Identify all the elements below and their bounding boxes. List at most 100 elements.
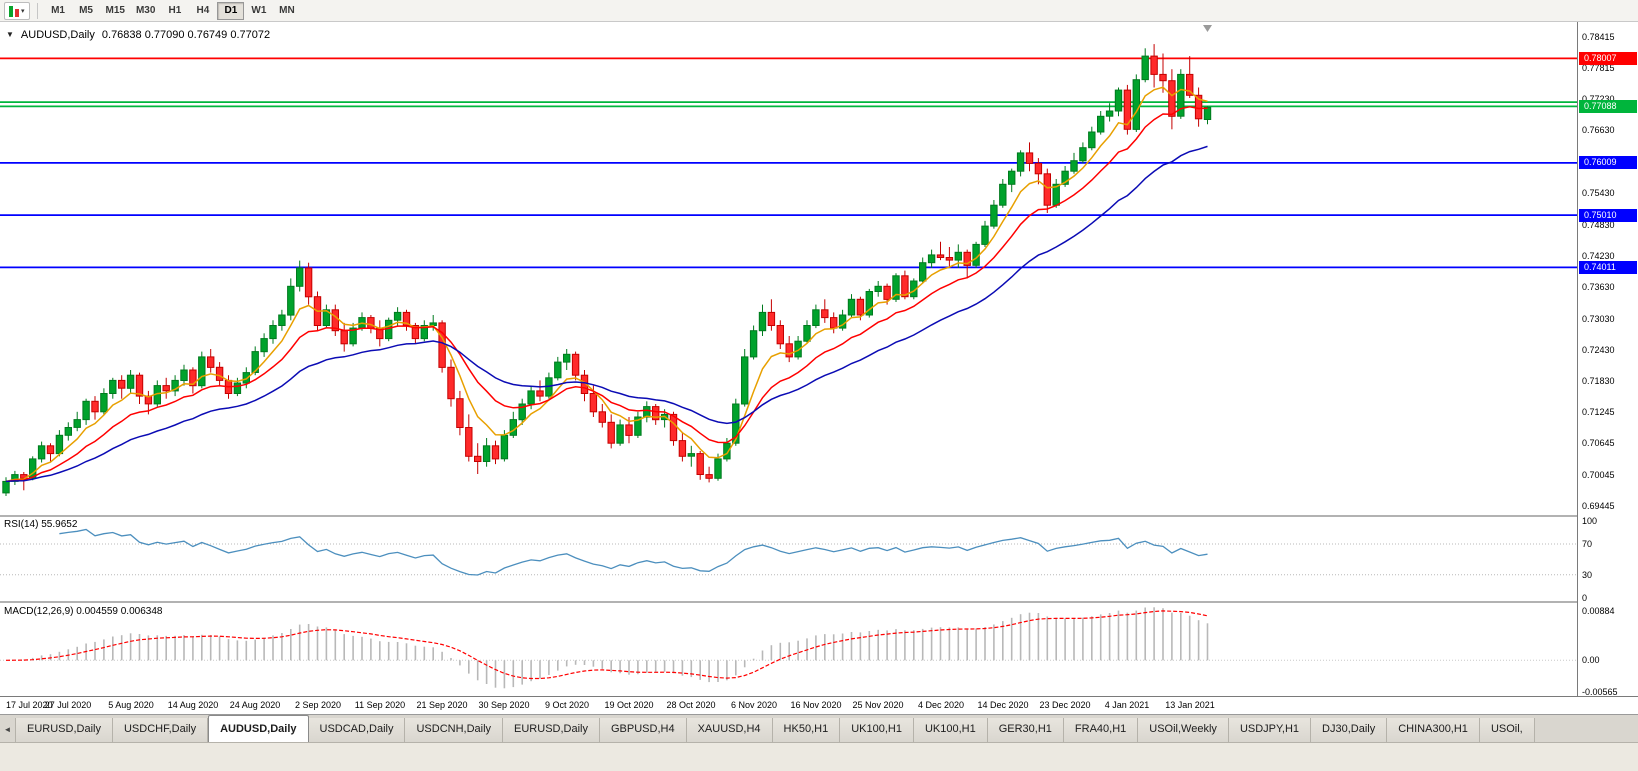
macd-panel-chart[interactable] [0, 604, 1577, 696]
chart-tab-eurusd-daily[interactable]: EURUSD,Daily [503, 718, 600, 742]
price-axis[interactable]: 0.78415 0.77815 0.77230 0.76630 0.75430 0.748… [1577, 22, 1638, 697]
pane-separator-rsi[interactable] [0, 515, 1638, 517]
date-axis-label: 25 Nov 2020 [852, 700, 904, 710]
timeframe-button-m30[interactable]: M30 [131, 2, 160, 20]
rsi-axis-label: 30 [1582, 570, 1593, 580]
mini-candle-down [15, 8, 19, 17]
moving-average-line-6 [5, 86, 1208, 483]
date-axis-label: 13 Jan 2021 [1165, 700, 1215, 710]
price-axis-label: 0.73030 [1582, 314, 1615, 324]
timeframe-buttons: M1 M5 M15 M30 H1 H4 D1 W1 MN [45, 1, 301, 20]
chart-tab-bar: ◄ EURUSD,Daily USDCHF,Daily AUDUSD,Daily US… [0, 714, 1638, 742]
moving-average-line-28 [5, 145, 1208, 483]
price-axis-label: 0.70045 [1582, 470, 1615, 480]
timeframe-button-mn[interactable]: MN [273, 2, 300, 20]
macd-indicator-label: MACD(12,26,9) 0.004559 0.006348 [4, 606, 163, 617]
chart-symbol-label: AUDUSD,Daily [20, 29, 95, 41]
date-axis-label: 28 Oct 2020 [666, 700, 716, 710]
date-axis-label: 23 Dec 2020 [1039, 700, 1091, 710]
main-price-chart[interactable] [0, 24, 1577, 515]
price-axis-label: 0.70645 [1582, 438, 1615, 448]
date-axis-label: 6 Nov 2020 [730, 700, 778, 710]
chart-tab-usoil-weekly[interactable]: USOil,Weekly [1138, 718, 1229, 742]
price-axis-label: 0.74230 [1582, 251, 1615, 261]
date-axis-label: 4 Dec 2020 [917, 700, 965, 710]
tab-scroll-left-button[interactable]: ◄ [0, 718, 16, 742]
date-axis-label: 17 Jul 2020 [6, 700, 53, 710]
moving-average-line-13 [5, 106, 1208, 483]
date-axis-label: 16 Nov 2020 [790, 700, 842, 710]
macd-signal-line [5, 610, 1208, 680]
price-badge-0.75010: 0.75010 [1579, 209, 1637, 222]
chart-tab-xauusd-h4[interactable]: XAUUSD,H4 [686, 718, 773, 742]
candles-layer [2, 44, 1212, 496]
price-axis-label: 0.72430 [1582, 345, 1615, 355]
price-axis-label: 0.69445 [1582, 501, 1615, 511]
chart-tab-fra40-h1[interactable]: FRA40,H1 [1063, 718, 1139, 742]
rsi-axis-label: 0 [1582, 593, 1588, 603]
price-axis-label: 0.77230 [1582, 94, 1615, 104]
timeframe-button-m15[interactable]: M15 [101, 2, 130, 20]
macd-axis-label: 0.00884 [1582, 606, 1615, 616]
chart-tab-audusd-daily[interactable]: AUDUSD,Daily [208, 715, 309, 742]
chart-tab-ger30-h1[interactable]: GER30,H1 [987, 718, 1064, 742]
date-axis-label: 5 Aug 2020 [108, 700, 154, 710]
timeframe-button-h1[interactable]: H1 [161, 2, 188, 20]
price-axis-label: 0.73630 [1582, 282, 1615, 292]
chart-tabs: EURUSD,Daily USDCHF,Daily AUDUSD,Daily USDC… [16, 715, 1638, 742]
price-axis-label: 0.77815 [1582, 63, 1615, 73]
macd-histogram [14, 607, 1209, 689]
chart-tab-usdcad-daily[interactable]: USDCAD,Daily [308, 718, 406, 742]
chart-tab-dj30-daily[interactable]: DJ30,Daily [1311, 718, 1388, 742]
chart-tab-china300-h1[interactable]: CHINA300,H1 [1387, 718, 1480, 742]
price-axis-label: 0.75430 [1582, 188, 1615, 198]
price-axis-label: 0.74830 [1582, 220, 1615, 230]
timeframe-button-h4[interactable]: H4 [189, 2, 216, 20]
chart-tab-gbpusd-h4[interactable]: GBPUSD,H4 [600, 718, 687, 742]
date-axis-label: 2 Sep 2020 [294, 700, 342, 710]
one-click-trading-toggle-icon[interactable]: ▼ [6, 30, 14, 39]
price-axis-label: 0.71830 [1582, 376, 1615, 386]
chart-tab-usdchf-daily[interactable]: USDCHF,Daily [112, 718, 209, 742]
chart-header: ▼ AUDUSD,Daily 0.76838 0.77090 0.76749 0… [6, 29, 270, 41]
date-axis-label: 4 Jan 2021 [1104, 700, 1150, 710]
status-bar [0, 742, 1638, 771]
timeframe-button-m5[interactable]: M5 [73, 2, 100, 20]
macd-axis-label: 0.00 [1582, 655, 1600, 665]
chart-tab-eurusd-daily[interactable]: EURUSD,Daily [16, 718, 113, 742]
chart-tab-usdjpy-h1[interactable]: USDJPY,H1 [1228, 718, 1312, 742]
mini-candle-up [9, 5, 13, 17]
date-axis-label: 11 Sep 2020 [354, 700, 406, 710]
date-axis-label: 30 Sep 2020 [478, 700, 530, 710]
date-axis-label: 27 Jul 2020 [44, 700, 92, 710]
rsi-indicator-label: RSI(14) 55.9652 [4, 519, 78, 530]
date-axis-label: 14 Aug 2020 [167, 700, 219, 710]
date-axis-label: 19 Oct 2020 [604, 700, 654, 710]
chart-tab-usdcnh-daily[interactable]: USDCNH,Daily [405, 718, 504, 742]
date-axis-label: 14 Dec 2020 [977, 700, 1029, 710]
rsi-axis-label: 100 [1582, 516, 1598, 526]
chart-tab-usoil[interactable]: USOil, [1479, 718, 1535, 742]
chart-ohlc-values: 0.76838 0.77090 0.76749 0.77072 [101, 29, 271, 41]
time-axis[interactable]: 17 Jul 2020 27 Jul 2020 5 Aug 2020 14 Aug 2… [0, 696, 1638, 714]
dropdown-arrow-icon: ▾ [21, 7, 25, 15]
timeframe-button-d1[interactable]: D1 [217, 1, 245, 20]
price-badge-0.78007: 0.78007 [1579, 52, 1637, 65]
price-axis-label: 0.71245 [1582, 407, 1615, 417]
chart-tab-uk100-h1[interactable]: UK100,H1 [913, 718, 988, 742]
rsi-axis-label: 70 [1582, 539, 1593, 549]
chart-tab-uk100-h1[interactable]: UK100,H1 [840, 718, 914, 742]
timeframe-button-w1[interactable]: W1 [245, 2, 272, 20]
candlestick-chart-icon[interactable]: ▾ [4, 1, 30, 20]
date-axis-label: 24 Aug 2020 [229, 700, 281, 710]
rsi-panel-chart[interactable] [0, 517, 1577, 601]
date-axis-label: 21 Sep 2020 [416, 700, 468, 710]
macd-axis-label: -0.00565 [1582, 687, 1618, 697]
chart-tab-hk50-h1[interactable]: HK50,H1 [772, 718, 841, 742]
chart-shift-marker-icon[interactable] [1203, 25, 1212, 32]
timeframe-button-m1[interactable]: M1 [45, 2, 72, 20]
price-axis-label: 0.78415 [1582, 32, 1615, 42]
pane-separator-macd[interactable] [0, 601, 1638, 603]
price-badge-0.74011: 0.74011 [1579, 261, 1637, 274]
chart-window: ▼ AUDUSD,Daily 0.76838 0.77090 0.76749 0… [0, 22, 1638, 714]
